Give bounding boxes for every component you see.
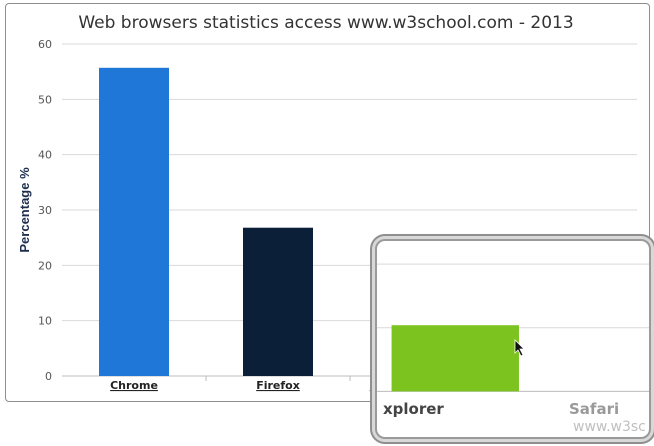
- magnifier-overlay: www.w3sc xplorer Safari: [375, 239, 651, 439]
- chart-title: Web browsers statistics access www.w3sch…: [78, 13, 573, 33]
- magnifier-watermark: www.w3sc: [573, 419, 646, 435]
- y-tick-label: 20: [38, 259, 52, 272]
- magnified-x-label-safari: Safari: [569, 400, 619, 418]
- y-tick-label: 0: [45, 370, 52, 383]
- x-category-label: Chrome: [110, 379, 158, 392]
- magnified-x-label-explorer: xplorer: [383, 400, 444, 418]
- bar-chrome[interactable]: [99, 67, 169, 376]
- y-tick-label: 60: [38, 38, 52, 51]
- y-axis-title: Percentage %: [17, 167, 32, 253]
- y-tick-label: 50: [38, 93, 52, 106]
- magnifier-svg: www.w3sc xplorer Safari: [377, 263, 649, 435]
- x-category-label: Firefox: [256, 379, 300, 392]
- bar-firefox[interactable]: [243, 227, 313, 376]
- y-tick-label: 40: [38, 149, 52, 162]
- y-tick-label: 10: [38, 315, 52, 328]
- magnified-bar-internet-explorer: [391, 325, 519, 392]
- y-tick-label: 30: [38, 204, 52, 217]
- mouse-cursor-icon: [514, 339, 525, 357]
